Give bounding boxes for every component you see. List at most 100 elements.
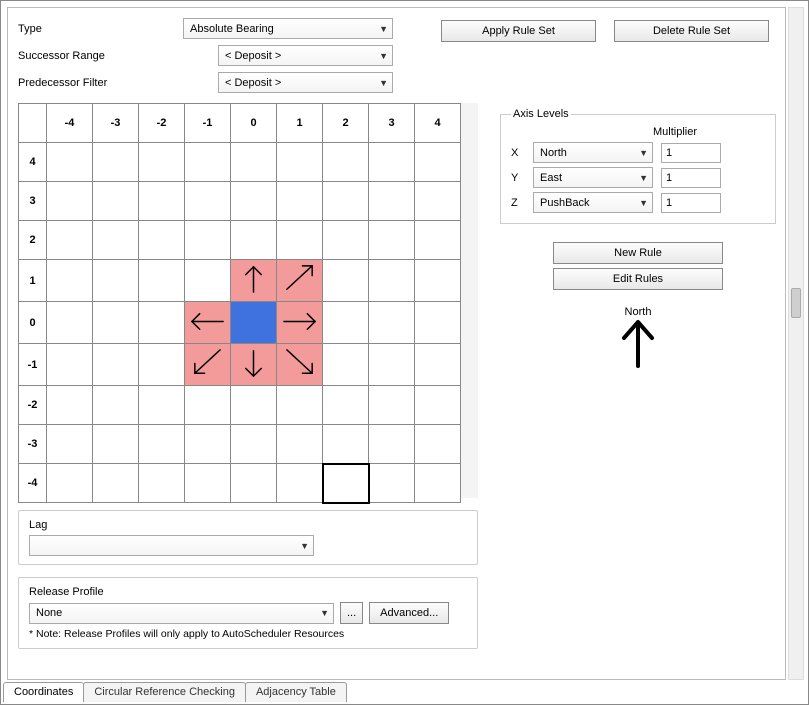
grid-cell[interactable] [277,302,323,344]
grid-cell[interactable] [231,464,277,503]
axis-z-multiplier-input[interactable] [661,193,721,213]
grid-cell[interactable] [323,464,369,503]
new-rule-button[interactable]: New Rule [553,242,723,264]
grid-cell[interactable] [47,302,93,344]
grid-cell[interactable] [231,260,277,302]
grid-cell[interactable] [415,221,461,260]
grid-cell[interactable] [277,386,323,425]
grid-cell[interactable] [231,386,277,425]
delete-rule-set-button[interactable]: Delete Rule Set [614,20,769,42]
grid-cell[interactable] [369,386,415,425]
grid-cell[interactable] [231,425,277,464]
grid-cell[interactable] [231,302,277,344]
advanced-button[interactable]: Advanced... [369,602,449,624]
grid-cell[interactable] [139,344,185,386]
grid-cell[interactable] [93,386,139,425]
grid-cell[interactable] [185,464,231,503]
grid-cell[interactable] [277,425,323,464]
grid-cell[interactable] [139,302,185,344]
grid-cell[interactable] [323,182,369,221]
edit-rules-button[interactable]: Edit Rules [553,268,723,290]
grid-cell[interactable] [185,143,231,182]
grid-cell[interactable] [369,221,415,260]
grid-cell[interactable] [139,182,185,221]
grid-cell[interactable] [47,464,93,503]
grid-cell[interactable] [231,143,277,182]
coordinate-grid[interactable]: -4-3-2-1012344321 0 -1 -2-3-4 [18,103,461,504]
grid-cell[interactable] [47,425,93,464]
axis-x-combo[interactable]: North ▼ [533,142,653,163]
grid-cell[interactable] [231,182,277,221]
grid-cell[interactable] [185,221,231,260]
grid-cell[interactable] [231,344,277,386]
grid-cell[interactable] [415,182,461,221]
grid-cell[interactable] [185,344,231,386]
grid-cell[interactable] [415,386,461,425]
grid-cell[interactable] [139,425,185,464]
grid-cell[interactable] [323,260,369,302]
grid-cell[interactable] [185,425,231,464]
grid-cell[interactable] [93,464,139,503]
grid-cell[interactable] [47,344,93,386]
tab-adjacency-table[interactable]: Adjacency Table [245,682,347,702]
grid-cell[interactable] [139,221,185,260]
grid-cell[interactable] [231,221,277,260]
apply-rule-set-button[interactable]: Apply Rule Set [441,20,596,42]
grid-cell[interactable] [93,182,139,221]
grid-cell[interactable] [47,143,93,182]
grid-cell[interactable] [369,302,415,344]
grid-cell[interactable] [185,260,231,302]
grid-cell[interactable] [277,221,323,260]
grid-cell[interactable] [323,344,369,386]
grid-cell[interactable] [93,344,139,386]
grid-cell[interactable] [277,464,323,503]
release-profile-combo[interactable]: None ▼ [29,603,334,624]
grid-cell[interactable] [93,302,139,344]
grid-cell[interactable] [323,425,369,464]
grid-cell[interactable] [47,260,93,302]
grid-cell[interactable] [93,425,139,464]
grid-cell[interactable] [369,143,415,182]
predecessor-filter-combo[interactable]: < Deposit > ▼ [218,72,393,93]
grid-cell[interactable] [93,260,139,302]
grid-cell[interactable] [47,221,93,260]
axis-y-combo[interactable]: East ▼ [533,167,653,188]
grid-cell[interactable] [277,143,323,182]
lag-combo[interactable]: ▼ [29,535,314,556]
axis-y-multiplier-input[interactable] [661,168,721,188]
tab-coordinates[interactable]: Coordinates [3,682,84,702]
grid-cell[interactable] [415,344,461,386]
grid-cell[interactable] [415,302,461,344]
grid-cell[interactable] [93,143,139,182]
axis-x-multiplier-input[interactable] [661,143,721,163]
tab-circular-reference-checking[interactable]: Circular Reference Checking [83,682,246,702]
grid-cell[interactable] [369,260,415,302]
grid-cell[interactable] [323,302,369,344]
grid-cell[interactable] [369,464,415,503]
scrollbar-thumb[interactable] [791,288,801,318]
grid-cell[interactable] [185,386,231,425]
grid-cell[interactable] [47,182,93,221]
grid-cell[interactable] [277,182,323,221]
grid-cell[interactable] [323,221,369,260]
grid-cell[interactable] [277,344,323,386]
grid-cell[interactable] [415,260,461,302]
grid-cell[interactable] [415,425,461,464]
grid-cell[interactable] [139,143,185,182]
grid-cell[interactable] [185,302,231,344]
grid-cell[interactable] [277,260,323,302]
grid-cell[interactable] [139,464,185,503]
grid-cell[interactable] [369,182,415,221]
successor-range-combo[interactable]: < Deposit > ▼ [218,45,393,66]
vertical-scrollbar[interactable] [788,7,804,680]
grid-cell[interactable] [185,182,231,221]
grid-cell[interactable] [139,386,185,425]
grid-cell[interactable] [323,143,369,182]
grid-cell[interactable] [47,386,93,425]
grid-cell[interactable] [415,464,461,503]
type-combo[interactable]: Absolute Bearing ▼ [183,18,393,39]
grid-cell[interactable] [415,143,461,182]
release-profile-browse-button[interactable]: ... [340,602,363,624]
grid-cell[interactable] [369,425,415,464]
grid-cell[interactable] [93,221,139,260]
